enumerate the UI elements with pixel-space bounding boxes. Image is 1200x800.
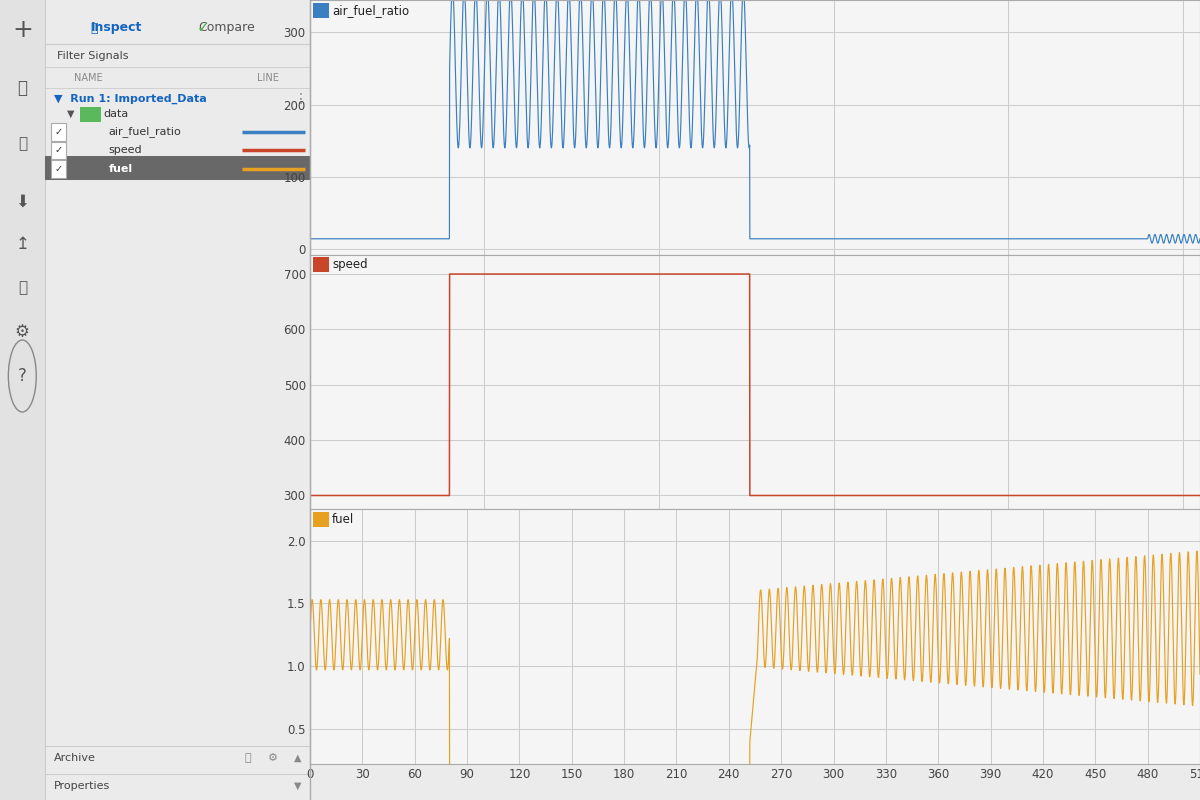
Text: 🔍: 🔍 [91, 22, 98, 34]
Text: Properties: Properties [54, 781, 110, 790]
FancyBboxPatch shape [52, 142, 66, 159]
Text: ✓: ✓ [54, 127, 62, 137]
Text: ⚙: ⚙ [14, 323, 30, 341]
Text: Compare: Compare [198, 22, 254, 34]
Text: 💾: 💾 [18, 137, 26, 151]
Text: ▼: ▼ [294, 781, 301, 790]
Text: ⚙: ⚙ [268, 753, 277, 762]
Text: LINE: LINE [257, 73, 280, 82]
Text: ?: ? [18, 367, 26, 385]
Text: fuel: fuel [108, 164, 133, 174]
FancyBboxPatch shape [79, 106, 101, 122]
Text: 📁: 📁 [17, 79, 28, 97]
Text: speed: speed [332, 258, 368, 271]
FancyBboxPatch shape [313, 2, 329, 18]
Text: Filter Signals: Filter Signals [58, 51, 128, 61]
Text: data: data [104, 109, 130, 118]
Text: speed: speed [108, 146, 142, 155]
Text: Inspect: Inspect [90, 22, 142, 34]
Text: ▲: ▲ [294, 753, 301, 762]
FancyBboxPatch shape [313, 258, 329, 273]
Text: fuel: fuel [332, 513, 354, 526]
Text: ✓: ✓ [197, 21, 209, 35]
FancyBboxPatch shape [313, 512, 329, 527]
FancyBboxPatch shape [52, 123, 66, 141]
Text: ✓: ✓ [54, 164, 62, 174]
Text: ⬇: ⬇ [16, 193, 29, 210]
Text: ✓: ✓ [54, 146, 62, 155]
Text: ▼  Run 1: Imported_Data: ▼ Run 1: Imported_Data [54, 94, 206, 104]
Text: 🗑: 🗑 [245, 753, 251, 762]
Text: ↥: ↥ [16, 235, 29, 253]
FancyBboxPatch shape [52, 160, 66, 178]
FancyBboxPatch shape [0, 0, 44, 800]
Text: +: + [12, 18, 32, 42]
Text: air_fuel_ratio: air_fuel_ratio [108, 126, 181, 138]
Text: 📋: 📋 [18, 281, 26, 295]
Text: air_fuel_ratio: air_fuel_ratio [332, 4, 409, 17]
FancyBboxPatch shape [44, 156, 310, 180]
Text: ⋮: ⋮ [294, 92, 307, 106]
Text: Archive: Archive [54, 753, 96, 762]
Text: NAME: NAME [74, 73, 103, 82]
Text: ✋    ▶    ⊞    ◇    ∿▼    🔍▼    ▭▼    ▶    ↗    ⊟    📷    ⚙: ✋ ▶ ⊞ ◇ ∿▼ 🔍▼ ▭▼ ▶ ↗ ⊟ 📷 ⚙ [755, 13, 1038, 23]
Text: ▼: ▼ [67, 109, 74, 118]
